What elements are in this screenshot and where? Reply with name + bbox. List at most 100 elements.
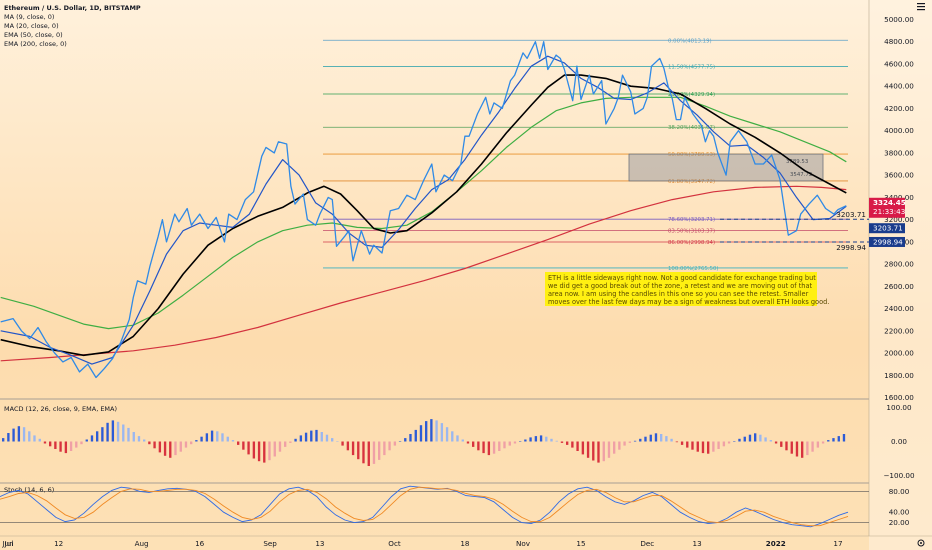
fib-retracement[interactable]: 0.00%(4813.19) 11.50%(4577.75) 23.60%(4329…: [323, 38, 848, 272]
macd-bar: [143, 439, 146, 442]
macd-bar: [419, 425, 423, 442]
macd-bar: [346, 441, 350, 451]
macd-bar: [137, 436, 141, 442]
series-line-ma-20: [0, 74, 847, 357]
macd-bar: [393, 441, 397, 446]
legend-symbol[interactable]: Ethereum / U.S. Dollar, 1D, BITSTAMP: [4, 4, 141, 12]
macd-bar: [435, 420, 438, 442]
macd-bar: [524, 439, 527, 442]
macd-bar: [440, 423, 444, 442]
macd-bar: [769, 440, 773, 442]
macd-bar: [49, 441, 52, 447]
price-tick-label: 2000.00: [884, 349, 914, 358]
fib-level-label: 78.60%(3203.71): [668, 217, 715, 223]
macd-bar: [602, 441, 605, 462]
fib-level-label: 61.80%(3547.72): [668, 179, 715, 185]
chart-options-icon[interactable]: [917, 3, 925, 11]
macd-bar: [404, 438, 407, 442]
series-line-close: [0, 41, 847, 379]
macd-bar: [122, 424, 125, 442]
level-label-3203: 3203.71: [836, 210, 866, 219]
series-line-ma-9: [0, 55, 847, 365]
macd-bar: [378, 441, 381, 460]
macd-bar: [17, 426, 21, 442]
price-tick-label: 5000.00: [884, 15, 914, 24]
macd-bar: [754, 433, 757, 442]
note-background: [545, 272, 817, 306]
fib-level-label: 0.00%(4813.19): [668, 38, 712, 44]
macd-bar: [613, 441, 616, 454]
macd-bar: [132, 432, 135, 442]
macd-bar: [477, 441, 480, 451]
legend-ma9[interactable]: MA (9, close, 0): [4, 13, 54, 21]
price-tags: 3324.45 21:33:43 3203.71 2998.94: [869, 197, 906, 247]
macd-bar: [12, 428, 15, 442]
macd-bar: [696, 441, 699, 452]
price-tick-label: 4800.00: [884, 37, 914, 46]
note-line-1: ETH is a little sideways right now. Not …: [548, 274, 816, 282]
macd-bar: [184, 441, 188, 448]
macd-bar: [179, 441, 182, 452]
fib-level-label: 38.20%(4031.07): [668, 125, 715, 131]
macd-bar: [738, 438, 741, 442]
macd-bar: [320, 432, 323, 442]
legend-ema200[interactable]: EMA (200, close, 0): [4, 40, 67, 48]
macd-bar: [226, 436, 229, 442]
macd-bar: [85, 439, 88, 442]
macd-bar: [252, 441, 256, 459]
macd-bar: [28, 431, 31, 442]
legend-ma20[interactable]: MA (20, close, 0): [4, 22, 59, 30]
level-tag-2998: [869, 236, 905, 247]
macd-bar: [722, 441, 726, 447]
macd-bar: [743, 436, 746, 442]
date-tick-label: 13: [693, 539, 702, 548]
horizontal-levels[interactable]: 3203.71 2998.94: [720, 210, 869, 252]
macd-bar: [90, 435, 94, 442]
level-label-2998: 2998.94: [836, 243, 866, 252]
macd-bar: [472, 441, 475, 447]
macd-bar: [216, 431, 219, 442]
settings-gear-icon[interactable]: [917, 539, 925, 547]
price-tick-label: 1600.00: [884, 393, 914, 402]
macd-bar: [414, 429, 417, 442]
price-tick-label: 4200.00: [884, 104, 914, 113]
stoch-title[interactable]: Stoch (14, 6, 6): [4, 486, 54, 494]
price-tick-label: 3200.00: [884, 215, 914, 224]
macd-bar: [242, 441, 245, 450]
macd-bar: [96, 431, 99, 442]
date-tick-label: Sep: [263, 539, 277, 548]
price-tick-label: 4000.00: [884, 126, 914, 135]
macd-bar: [221, 433, 224, 442]
macd-bar: [529, 437, 532, 442]
macd-bar: [795, 441, 799, 457]
macd-bar: [372, 441, 376, 464]
annotation-note[interactable]: ETH is a little sideways right now. Not …: [545, 272, 829, 306]
macd-bar: [75, 441, 78, 448]
zone-top-label: 3789.53: [786, 159, 808, 165]
legend[interactable]: Ethereum / U.S. Dollar, 1D, BITSTAMP MA …: [4, 4, 141, 48]
macd-bar: [649, 434, 652, 442]
macd-bar: [748, 434, 752, 442]
zone-rectangle[interactable]: [628, 153, 824, 182]
date-tick-label: 17: [833, 539, 842, 548]
stoch-tick-label: 80.00: [889, 487, 910, 496]
macd-bar: [425, 421, 428, 442]
macd-bar: [790, 441, 793, 454]
macd-bar: [832, 438, 835, 442]
macd-bar: [33, 435, 36, 442]
date-tick-label: Oct: [388, 539, 401, 548]
macd-bar: [284, 441, 287, 447]
macd-bar: [59, 441, 62, 452]
supply-zone[interactable]: 3789.53 3547.72: [628, 153, 824, 182]
macd-bar: [545, 436, 548, 442]
macd-bar: [461, 439, 464, 442]
macd-bar: [158, 441, 162, 453]
macd-bar: [660, 434, 663, 442]
macd-bar: [163, 441, 167, 456]
macd-bar: [639, 438, 642, 442]
legend-ema50[interactable]: EMA (50, close, 0): [4, 31, 63, 39]
series-line-ema-200: [0, 185, 847, 362]
macd-title[interactable]: MACD (12, 26, close, 9, EMA, EMA): [4, 405, 117, 413]
macd-bar: [816, 441, 820, 448]
